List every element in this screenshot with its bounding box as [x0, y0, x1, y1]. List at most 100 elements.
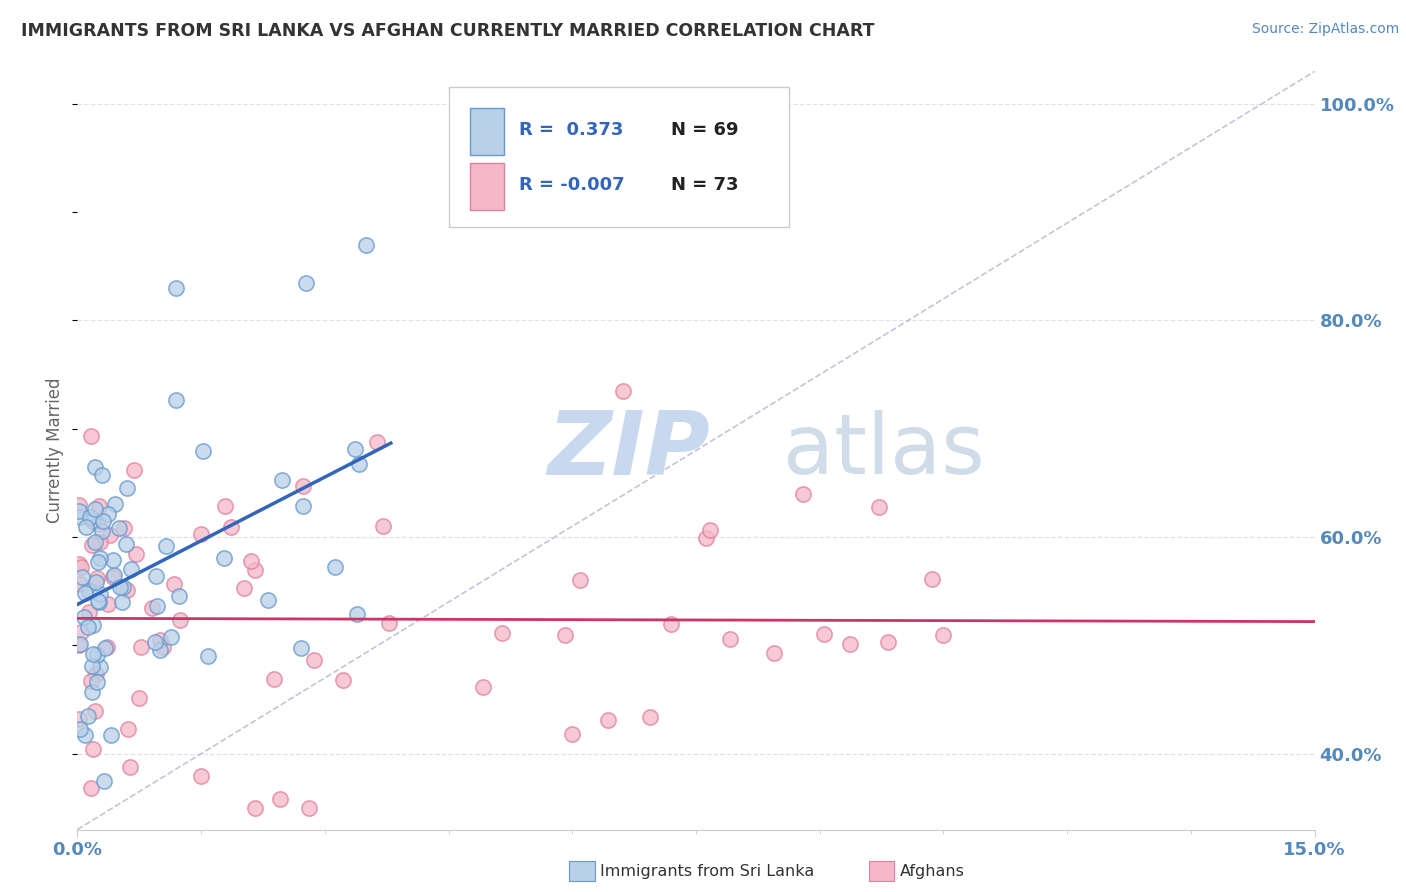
Point [323, 560, 346, 574]
Point [90, 468, 112, 483]
Point [79, 509, 101, 524]
Point [159, 630, 181, 644]
Point [89, 587, 111, 601]
Point [149, 633, 172, 648]
Point [695, 531, 717, 545]
Point [67, 498, 90, 512]
Point [149, 642, 172, 657]
Point [75, 728, 97, 742]
Point [79, 605, 101, 619]
Point [165, 392, 187, 407]
Point [82, 514, 104, 528]
Point [346, 607, 368, 621]
Point [108, 580, 131, 594]
Point [84, 502, 107, 516]
Point [560, 727, 582, 741]
Point [197, 649, 219, 664]
Point [82, 742, 104, 756]
Text: Immigrants from Sri Lanka: Immigrants from Sri Lanka [600, 864, 814, 879]
Point [491, 626, 513, 640]
Point [112, 521, 135, 535]
Text: N = 73: N = 73 [671, 176, 738, 194]
Point [378, 616, 401, 631]
FancyBboxPatch shape [449, 87, 789, 227]
Point [297, 801, 319, 815]
Point [87, 516, 110, 531]
Y-axis label: Currently Married: Currently Married [46, 377, 65, 524]
Point [839, 638, 862, 652]
Point [69, 577, 91, 591]
Point [87, 595, 110, 609]
Point [70, 559, 93, 574]
Point [84, 460, 107, 475]
Point [67, 712, 90, 726]
Point [117, 722, 139, 736]
Point [596, 713, 619, 727]
Point [290, 641, 312, 656]
Point [921, 572, 943, 586]
Bar [470, 108, 505, 155]
Point [101, 553, 124, 567]
Point [82, 618, 104, 632]
Point [145, 599, 167, 613]
Point [718, 632, 741, 646]
Point [86, 674, 108, 689]
Point [792, 487, 814, 501]
Point [69, 723, 91, 737]
Point [97, 507, 120, 521]
Point [190, 526, 212, 541]
Point [75, 519, 97, 533]
Point [638, 710, 661, 724]
Point [89, 534, 111, 549]
Point [129, 640, 152, 654]
Point [120, 760, 142, 774]
Point [91, 514, 114, 528]
Point [354, 237, 377, 252]
Point [73, 586, 96, 600]
Text: R = -0.007: R = -0.007 [519, 176, 624, 194]
Point [97, 597, 120, 611]
Point [103, 568, 125, 582]
Point [343, 442, 366, 456]
Point [111, 595, 134, 609]
Point [167, 589, 190, 603]
Point [90, 524, 112, 538]
Text: N = 69: N = 69 [671, 121, 738, 139]
Point [554, 628, 576, 642]
Point [86, 667, 108, 681]
Point [67, 558, 90, 572]
Point [932, 627, 955, 641]
Point [87, 555, 110, 569]
Point [114, 536, 136, 550]
Point [699, 523, 721, 537]
Point [89, 500, 111, 514]
Point [212, 551, 235, 566]
Point [108, 521, 131, 535]
Point [69, 509, 91, 524]
Point [612, 384, 634, 399]
Point [77, 583, 100, 598]
Point [125, 547, 148, 561]
Point [145, 635, 167, 649]
Point [84, 534, 107, 549]
Point [569, 574, 592, 588]
Point [221, 520, 243, 534]
Point [86, 594, 108, 608]
Point [292, 499, 315, 513]
Point [101, 570, 124, 584]
Point [80, 539, 103, 553]
Point [868, 500, 890, 514]
Point [73, 609, 96, 624]
Point [83, 705, 105, 719]
Point [152, 640, 174, 654]
Point [96, 640, 118, 655]
Point [115, 583, 138, 598]
Point [169, 613, 191, 627]
Point [271, 474, 294, 488]
Point [162, 577, 184, 591]
Point [80, 429, 103, 443]
Point [245, 801, 267, 815]
Point [89, 551, 111, 566]
Text: R =  0.373: R = 0.373 [519, 121, 623, 139]
Point [877, 635, 900, 649]
